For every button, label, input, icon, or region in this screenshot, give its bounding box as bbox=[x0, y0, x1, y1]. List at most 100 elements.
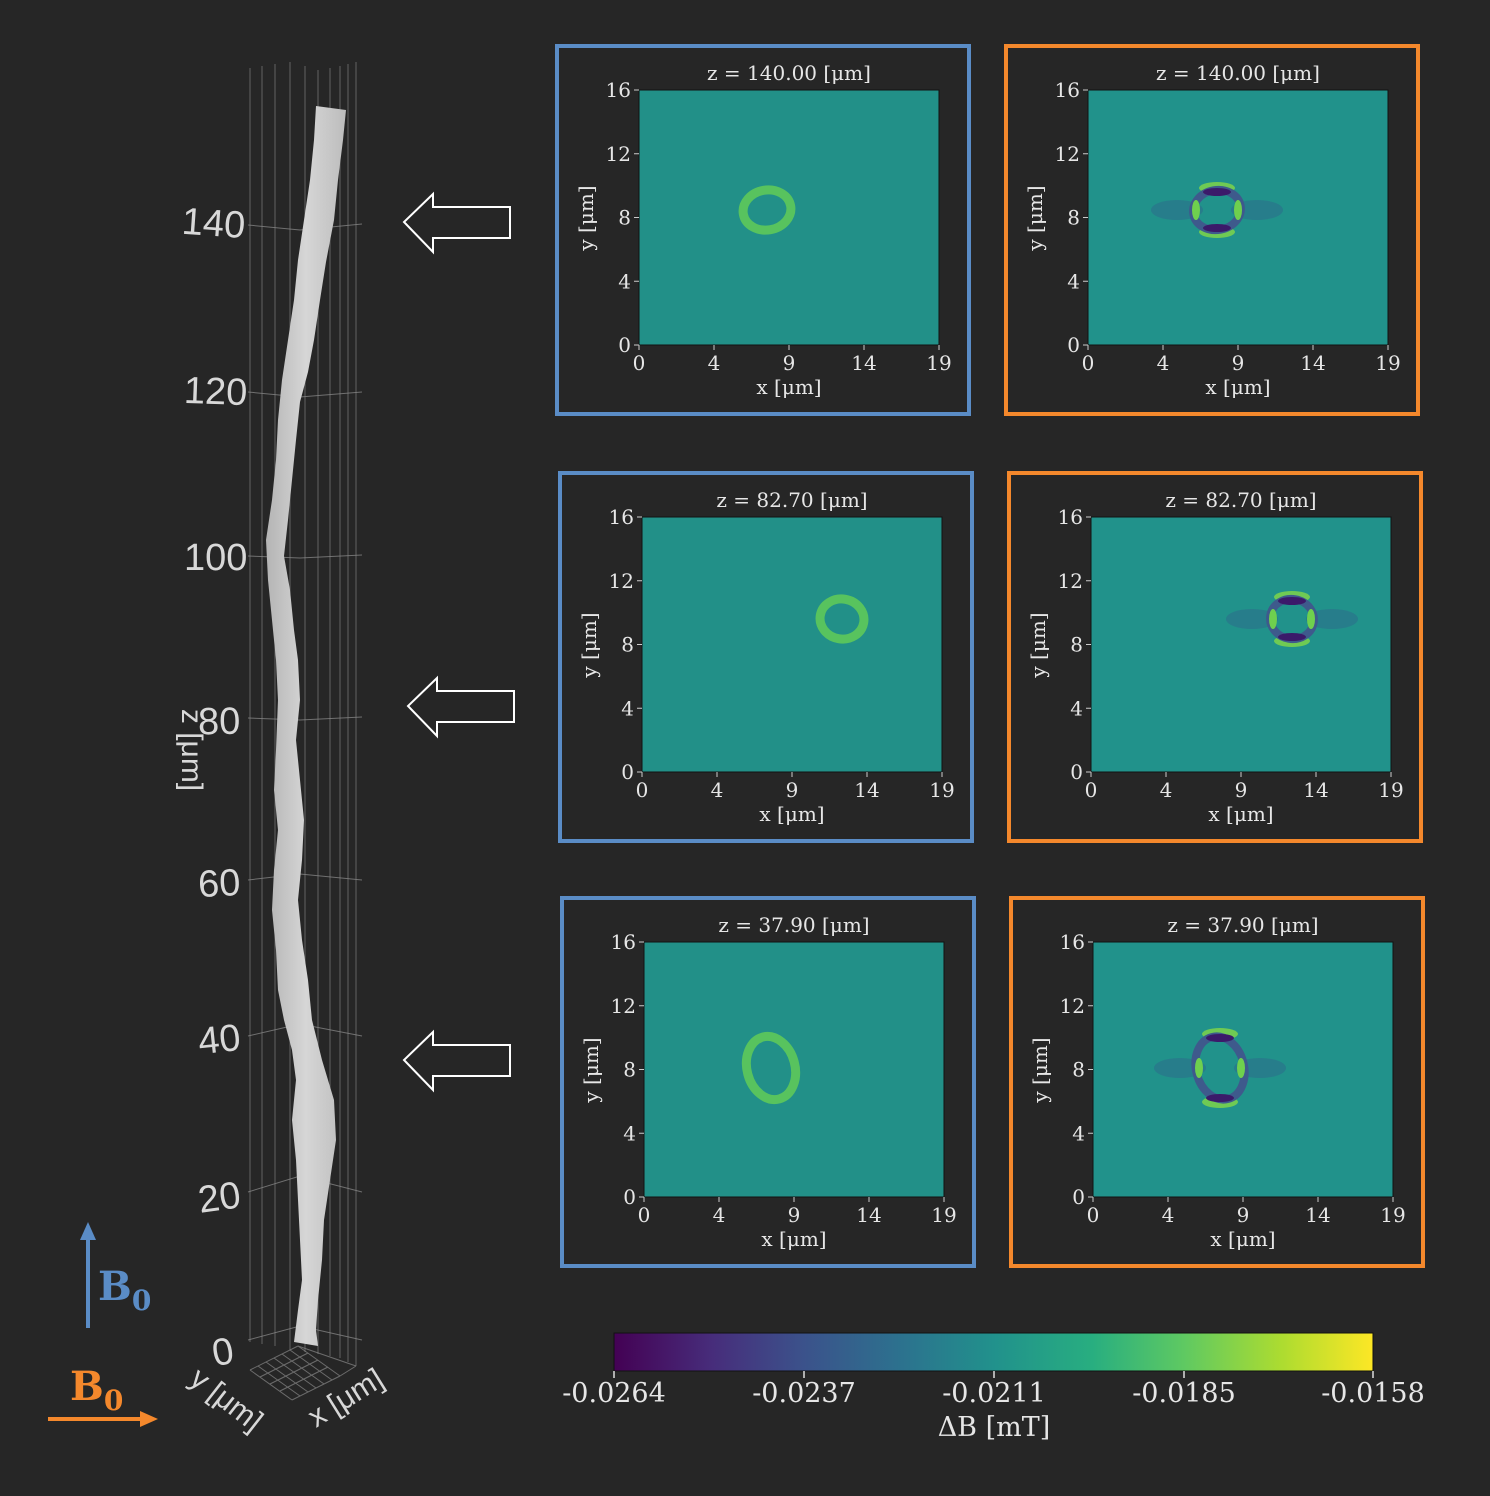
slice-arrow bbox=[406, 675, 515, 739]
x-tick-label: 19 bbox=[1380, 1203, 1405, 1227]
y-tick-label: 4 bbox=[1070, 696, 1083, 720]
x-tick-label: 0 bbox=[638, 1203, 651, 1227]
y-tick-label: 8 bbox=[621, 633, 634, 657]
colorbar-tick-label: -0.0211 bbox=[942, 1378, 1046, 1409]
y-tick-label: 12 bbox=[1058, 569, 1083, 593]
field-map-panel-horizontal-b0: z = 82.70 [μm] 0 4 9 14 19 0 4 8 12 16 x [μm] y … bbox=[1007, 471, 1423, 843]
y-tick-label: 12 bbox=[1055, 142, 1080, 166]
x-tick-label: 19 bbox=[1375, 351, 1400, 375]
colorbar-label: ΔB [mT] bbox=[938, 1412, 1051, 1443]
y-axis-label: y [μm] bbox=[577, 612, 601, 678]
y-tick-label: 0 bbox=[1067, 333, 1080, 357]
z-tick-label: 40 bbox=[196, 1017, 242, 1063]
y-tick-label: 4 bbox=[621, 696, 634, 720]
y-axis-label: y [μm] bbox=[574, 185, 598, 251]
y-tick-label: 4 bbox=[623, 1121, 636, 1145]
x-tick-label: 14 bbox=[1303, 778, 1328, 802]
z-axis-label: z [μm] bbox=[175, 709, 208, 791]
y-tick-label: 4 bbox=[1072, 1121, 1085, 1145]
y-ticks: 0 4 8 12 16 bbox=[1058, 505, 1091, 784]
slice-title: z = 37.90 [μm] bbox=[1167, 913, 1318, 937]
field-map-image bbox=[642, 517, 942, 772]
field-map-image bbox=[1091, 517, 1391, 772]
x-tick-label: 4 bbox=[713, 1203, 726, 1227]
b0-vertical-indicator: B0 bbox=[80, 1222, 151, 1328]
field-map-panel-vertical-b0: z = 140.00 [μm] 0 4 9 14 19 0 4 8 12 16 x [μm] y… bbox=[555, 44, 971, 416]
z-tick-label: 60 bbox=[197, 862, 241, 906]
x-axis-label: x [μm] bbox=[1205, 375, 1270, 399]
x-axis-label: x [μm] bbox=[759, 802, 824, 826]
y-ticks: 0 4 8 12 16 bbox=[606, 78, 639, 357]
x-tick-label: 19 bbox=[926, 351, 951, 375]
x-tick-label: 19 bbox=[929, 778, 954, 802]
x-tick-label: 4 bbox=[1162, 1203, 1175, 1227]
x-ticks: 0 4 9 14 19 bbox=[1087, 1197, 1406, 1227]
y-tick-label: 16 bbox=[1055, 78, 1080, 102]
x-tick-label: 14 bbox=[856, 1203, 881, 1227]
y-tick-label: 12 bbox=[606, 142, 631, 166]
x-tick-label: 9 bbox=[788, 1203, 801, 1227]
slice-title: z = 82.70 [μm] bbox=[1165, 488, 1316, 512]
field-map-plot: z = 140.00 [μm] 0 4 9 14 19 0 4 8 12 16 x [μm] y… bbox=[574, 61, 952, 399]
x-tick-label: 4 bbox=[1157, 351, 1170, 375]
y-axis-label: y [μm] bbox=[1028, 1037, 1052, 1103]
field-map-plot: z = 140.00 [μm] 0 4 9 14 19 0 4 8 12 16 x [μm] y… bbox=[1023, 61, 1401, 399]
x-ticks: 0 4 9 14 19 bbox=[1082, 345, 1401, 375]
z-tick-labels: 140 120 100 80 60 40 20 0 bbox=[180, 201, 248, 1375]
y-axis-label: y [μm] bbox=[1023, 185, 1047, 251]
field-map-plot: z = 82.70 [μm] 0 4 9 14 19 0 4 8 12 16 x [μm] y … bbox=[1026, 488, 1404, 826]
slice-arrows bbox=[402, 191, 515, 1093]
slice-arrow bbox=[402, 1029, 511, 1093]
field-map-panel-vertical-b0: z = 37.90 [μm] 0 4 9 14 19 0 4 8 12 16 x [μm] y … bbox=[560, 896, 976, 1268]
x-tick-label: 4 bbox=[1160, 778, 1173, 802]
x-tick-label: 19 bbox=[1378, 778, 1403, 802]
x-tick-label: 14 bbox=[1300, 351, 1325, 375]
field-map-features bbox=[1226, 591, 1358, 647]
y-tick-label: 0 bbox=[1070, 760, 1083, 784]
y-ticks: 0 4 8 12 16 bbox=[1060, 930, 1093, 1209]
x-tick-label: 14 bbox=[851, 351, 876, 375]
y-tick-label: 8 bbox=[618, 206, 631, 230]
field-map-features bbox=[738, 185, 796, 235]
y-tick-label: 0 bbox=[623, 1185, 636, 1209]
y-ticks: 0 4 8 12 16 bbox=[609, 505, 642, 784]
field-map-panel-vertical-b0: z = 82.70 [μm] 0 4 9 14 19 0 4 8 12 16 x [μm] y … bbox=[558, 471, 974, 843]
vessel-body bbox=[266, 106, 346, 1346]
slice-title: z = 140.00 [μm] bbox=[1156, 61, 1320, 85]
field-map-features bbox=[1151, 182, 1283, 238]
x-axis-label: x [μm] bbox=[756, 375, 821, 399]
x-ticks: 0 4 9 14 19 bbox=[638, 1197, 957, 1227]
y-tick-label: 12 bbox=[611, 994, 636, 1018]
x-axis-label: x [μm] bbox=[1210, 1227, 1275, 1251]
colorbar: -0.0264 -0.0237 -0.0211 -0.0185 -0.0158 … bbox=[562, 1332, 1425, 1443]
x-tick-label: 9 bbox=[1237, 1203, 1250, 1227]
x-tick-label: 9 bbox=[1235, 778, 1248, 802]
vessel-floor-grid bbox=[249, 1345, 357, 1401]
field-map-plot: z = 37.90 [μm] 0 4 9 14 19 0 4 8 12 16 x [μm] y … bbox=[1028, 913, 1406, 1251]
y-tick-label: 0 bbox=[618, 333, 631, 357]
x-tick-label: 9 bbox=[1232, 351, 1245, 375]
y-tick-label: 12 bbox=[609, 569, 634, 593]
field-map-plot: z = 82.70 [μm] 0 4 9 14 19 0 4 8 12 16 x [μm] y … bbox=[577, 488, 955, 826]
y-tick-label: 4 bbox=[618, 269, 631, 293]
y-ticks: 0 4 8 12 16 bbox=[1055, 78, 1088, 357]
y-tick-label: 16 bbox=[606, 78, 631, 102]
field-map-features bbox=[1154, 1028, 1286, 1108]
z-tick-label: 80 bbox=[198, 701, 241, 744]
x-ticks: 0 4 9 14 19 bbox=[1085, 772, 1404, 802]
slice-title: z = 82.70 [μm] bbox=[716, 488, 867, 512]
z-tick-label: 100 bbox=[184, 537, 247, 579]
y-tick-label: 16 bbox=[609, 505, 634, 529]
y-tick-label: 8 bbox=[1072, 1058, 1085, 1082]
y-tick-label: 0 bbox=[1072, 1185, 1085, 1209]
y-tick-label: 8 bbox=[1070, 633, 1083, 657]
vessel-ring bbox=[815, 594, 869, 644]
b0-vertical-label: B0 bbox=[98, 1263, 151, 1317]
colorbar-tick-label: -0.0264 bbox=[562, 1378, 666, 1409]
field-map-panel-horizontal-b0: z = 37.90 [μm] 0 4 9 14 19 0 4 8 12 16 x [μm] y … bbox=[1009, 896, 1425, 1268]
y-tick-label: 8 bbox=[1067, 206, 1080, 230]
y-tick-label: 16 bbox=[611, 930, 636, 954]
y-tick-label: 4 bbox=[1067, 269, 1080, 293]
x-tick-label: 0 bbox=[633, 351, 646, 375]
